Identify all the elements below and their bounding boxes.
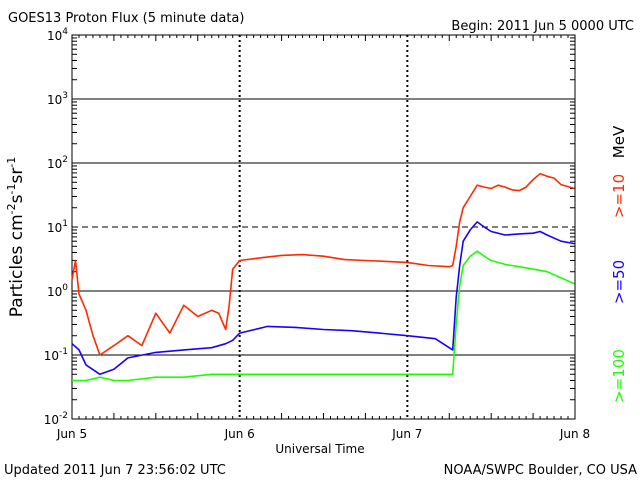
y-tick-label: 102: [47, 155, 68, 171]
y-tick-label: 10-1: [44, 347, 68, 363]
chart-title: GOES13 Proton Flux (5 minute data): [8, 11, 244, 26]
x-tick-label: Jun 8: [559, 427, 590, 441]
x-axis-ticks: Jun 5 Jun 6 Jun 7 Jun 8: [56, 427, 590, 441]
x-tick-label: Jun 5: [56, 427, 87, 441]
begin-time: Begin: 2011 Jun 5 0000 UTC: [451, 19, 634, 34]
day-ticks: [78, 35, 569, 419]
energy-legend: MeV >=10 >=50 >=100: [610, 125, 628, 403]
legend-ge100: >=100: [610, 349, 628, 403]
x-tick-label: Jun 7: [391, 427, 422, 441]
credit-line: NOAA/SWPC Boulder, CO USA: [444, 463, 637, 478]
x-axis-label: Universal Time: [275, 442, 364, 456]
updated-timestamp: Updated 2011 Jun 7 23:56:02 UTC: [4, 463, 226, 478]
energy-unit: MeV: [610, 125, 628, 158]
legend-ge50: >=50: [610, 260, 628, 304]
series-line-ch50: [71, 221, 575, 376]
y-tick-label: 104: [47, 27, 68, 43]
y-tick-label: 101: [47, 219, 68, 235]
y-tick-label: 103: [47, 91, 68, 107]
legend-ge10: >=10: [610, 174, 628, 218]
y-axis-ticks: 10-2 10-1 100 101 102 103 104: [44, 27, 69, 427]
y-axis-label: Particles cm-2s-1sr-1: [5, 157, 27, 318]
x-tick-label: Jun 6: [224, 427, 255, 441]
series-line-ch10: [71, 172, 575, 356]
grid: [72, 37, 575, 401]
y-tick-label: 100: [47, 283, 68, 299]
y-tick-label: 10-2: [44, 411, 68, 427]
series-line-ch100: [72, 250, 575, 382]
series-lines: [71, 172, 575, 382]
